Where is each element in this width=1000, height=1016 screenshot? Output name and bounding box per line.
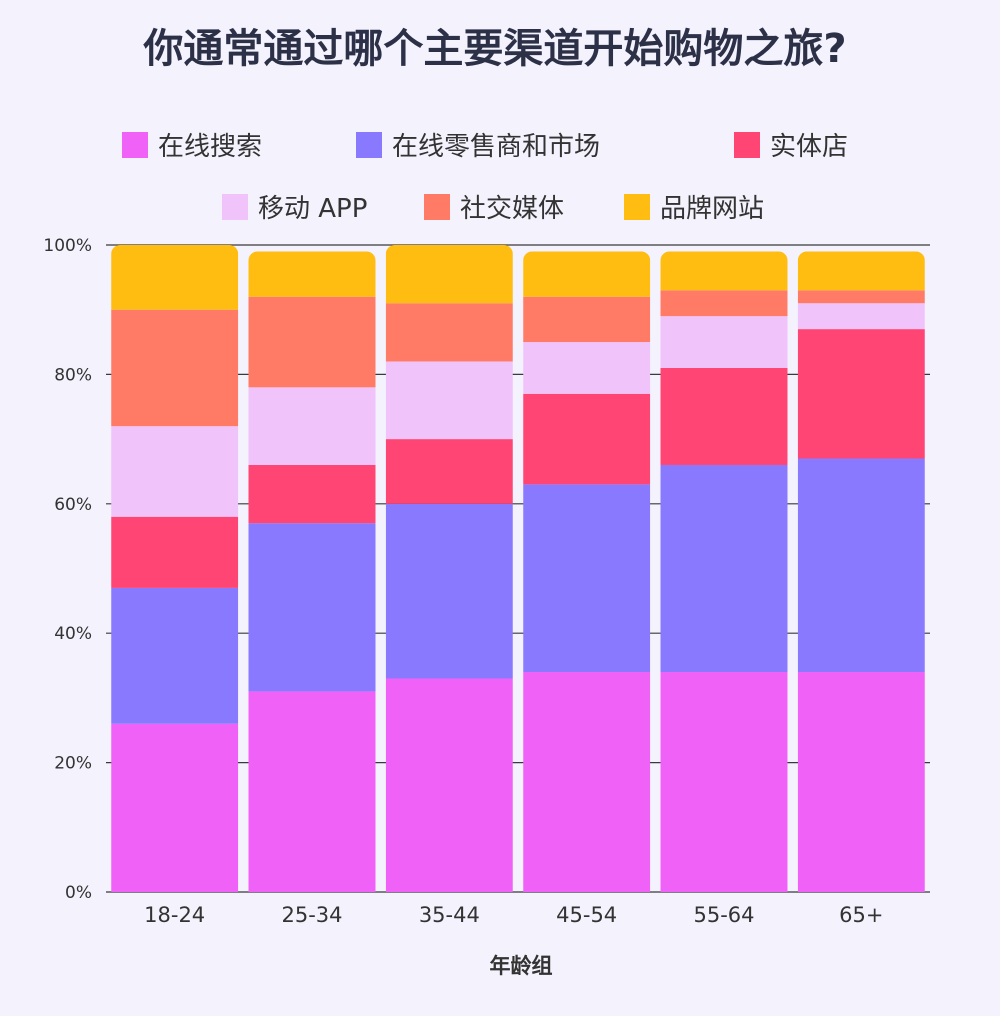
bar-segment bbox=[385, 303, 513, 362]
bar-segment bbox=[248, 251, 376, 297]
y-tick-label: 0% bbox=[65, 883, 92, 903]
x-tick-label: 45-54 bbox=[556, 903, 617, 927]
bar-segment bbox=[111, 245, 239, 310]
y-tick-label: 80% bbox=[54, 365, 92, 385]
bar-segment bbox=[385, 245, 513, 304]
bar-segment bbox=[111, 516, 239, 588]
legend-item: 在线零售商和市场 bbox=[356, 132, 600, 162]
gridlines bbox=[106, 244, 930, 893]
bar-segment bbox=[111, 587, 239, 724]
legend-item: 品牌网站 bbox=[624, 194, 764, 224]
y-tick-label: 100% bbox=[43, 236, 92, 256]
bar-segment bbox=[248, 387, 376, 465]
bar-segment bbox=[111, 309, 239, 427]
chart-title: 你通常通过哪个主要渠道开始购物之旅? bbox=[142, 26, 846, 72]
y-tick-label: 20% bbox=[54, 754, 92, 774]
legend-swatch bbox=[734, 132, 760, 158]
bar-segment bbox=[248, 464, 376, 524]
legend-item: 社交媒体 bbox=[424, 194, 564, 224]
y-tick-label: 40% bbox=[54, 624, 92, 644]
legend-swatch bbox=[356, 132, 382, 158]
legend-label: 在线搜索 bbox=[158, 132, 262, 162]
bar-segment bbox=[797, 303, 925, 330]
bar-segment bbox=[660, 367, 788, 465]
bar-segment bbox=[385, 361, 513, 440]
legend-swatch bbox=[624, 194, 650, 220]
bar-stack bbox=[248, 251, 376, 892]
bar-stack bbox=[660, 251, 788, 892]
bar-segment bbox=[385, 439, 513, 504]
bar-segment bbox=[660, 316, 788, 368]
bar-segment bbox=[111, 426, 239, 517]
legend-item: 在线搜索 bbox=[122, 132, 262, 162]
legend-label: 在线零售商和市场 bbox=[392, 132, 600, 162]
bar-segment bbox=[523, 342, 651, 394]
y-axis-ticks: 0% 20% 40% 60% 80% 100% bbox=[43, 236, 92, 903]
bars bbox=[111, 245, 925, 892]
bar-segment bbox=[523, 393, 651, 485]
x-axis-ticks: 18-24 25-34 35-44 45-54 55-64 65+ bbox=[144, 903, 883, 927]
bar-stack bbox=[111, 245, 239, 892]
x-axis-label: 年龄组 bbox=[490, 954, 553, 978]
bar-segment bbox=[660, 672, 788, 892]
legend-swatch bbox=[122, 132, 148, 158]
bar-segment bbox=[797, 290, 925, 304]
bar-stack bbox=[797, 251, 925, 892]
legend-swatch bbox=[222, 194, 248, 220]
bar-segment bbox=[523, 251, 651, 297]
bar-segment bbox=[660, 251, 788, 291]
legend-label: 移动 APP bbox=[258, 194, 367, 224]
bar-segment bbox=[111, 723, 239, 892]
bar-segment bbox=[660, 290, 788, 317]
bar-segment bbox=[797, 329, 925, 459]
legend-label: 品牌网站 bbox=[660, 194, 764, 224]
bar-stack bbox=[523, 251, 651, 892]
bar-segment bbox=[523, 672, 651, 892]
x-tick-label: 65+ bbox=[839, 903, 883, 927]
legend-label: 实体店 bbox=[770, 132, 848, 162]
legend-swatch bbox=[424, 194, 450, 220]
bar-segment bbox=[385, 503, 513, 679]
y-tick-label: 60% bbox=[54, 495, 92, 515]
legend-label: 社交媒体 bbox=[460, 194, 564, 224]
bar-segment bbox=[797, 251, 925, 291]
legend-item: 移动 APP bbox=[222, 194, 367, 224]
bar-segment bbox=[523, 296, 651, 343]
x-tick-label: 25-34 bbox=[281, 903, 342, 927]
x-tick-label: 18-24 bbox=[144, 903, 205, 927]
bar-stack bbox=[385, 245, 513, 892]
bar-segment bbox=[385, 678, 513, 892]
bar-segment bbox=[523, 484, 651, 673]
bar-segment bbox=[797, 458, 925, 673]
bar-segment bbox=[797, 672, 925, 892]
bar-segment bbox=[248, 296, 376, 388]
bar-segment bbox=[248, 691, 376, 892]
bar-segment bbox=[248, 523, 376, 692]
x-tick-label: 55-64 bbox=[693, 903, 754, 927]
legend-item: 实体店 bbox=[734, 132, 848, 162]
bar-segment bbox=[660, 464, 788, 673]
x-tick-label: 35-44 bbox=[419, 903, 480, 927]
